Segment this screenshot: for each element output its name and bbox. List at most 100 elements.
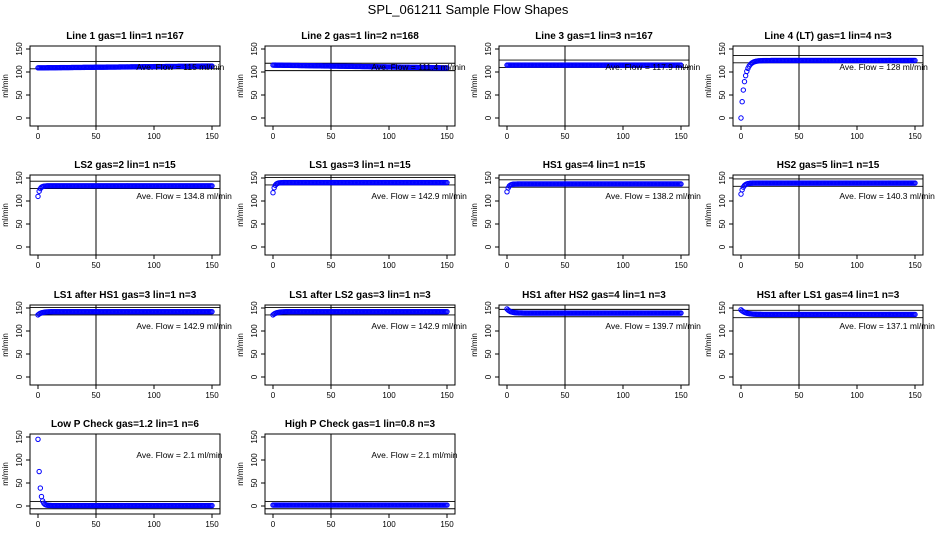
y-tick-label: 50 xyxy=(250,90,259,99)
x-tick-label: 100 xyxy=(382,132,396,141)
plot-title: Line 2 gas=1 lin=2 n=168 xyxy=(301,31,419,42)
x-tick-label: 0 xyxy=(505,132,510,141)
x-tick-label: 0 xyxy=(739,391,744,400)
data-point xyxy=(740,87,747,93)
x-tick-label: 50 xyxy=(327,520,336,529)
y-axis-label: ml/min xyxy=(704,203,713,227)
ave-flow-annotation: Ave. Flow = 134.8 ml/min xyxy=(136,191,232,201)
y-tick-label: 0 xyxy=(718,374,727,379)
plot-frame xyxy=(732,174,924,256)
y-axis-label: ml/min xyxy=(470,203,479,227)
x-tick-label: 150 xyxy=(440,520,454,529)
x-tick-label: 100 xyxy=(147,391,161,400)
x-tick-label: 0 xyxy=(505,391,510,400)
y-tick-label: 0 xyxy=(484,115,493,120)
y-tick-label: 0 xyxy=(718,115,727,120)
data-point xyxy=(739,99,745,105)
data-point xyxy=(912,311,918,318)
x-tick-label: 50 xyxy=(327,261,336,270)
panel-11: HS1 after HS2 gas=4 lin=1 n=3 ml/min 0 50 10… xyxy=(470,290,701,400)
y-axis-label: ml/min xyxy=(470,333,479,357)
x-tick-label: 50 xyxy=(92,391,101,400)
y-tick-label: 50 xyxy=(484,219,493,228)
y-tick-label: 0 xyxy=(718,244,727,249)
plot-frame xyxy=(29,174,221,256)
y-tick-label: 0 xyxy=(250,374,259,379)
data-point xyxy=(742,72,749,79)
plot-frame xyxy=(264,45,456,127)
x-tick-label: 150 xyxy=(674,391,688,400)
x-tick-label: 0 xyxy=(271,132,276,141)
y-tick-label: 50 xyxy=(250,478,259,487)
y-tick-label: 150 xyxy=(718,301,727,315)
ave-flow-annotation: Ave. Flow = 142.9 ml/min xyxy=(136,321,232,331)
x-tick-label: 150 xyxy=(205,391,219,400)
y-tick-label: 0 xyxy=(250,503,259,508)
x-tick-label: 100 xyxy=(382,520,396,529)
y-tick-label: 0 xyxy=(250,244,259,249)
x-tick-label: 50 xyxy=(561,391,570,400)
y-tick-label: 50 xyxy=(15,90,24,99)
panel-8: HS2 gas=5 lin=1 n=15 ml/min 0 50 100 150 0 50 10… xyxy=(704,160,935,270)
y-axis-label: ml/min xyxy=(1,462,10,486)
plot-title: LS2 gas=2 lin=1 n=15 xyxy=(74,160,176,171)
y-tick-label: 100 xyxy=(718,65,727,79)
data-point xyxy=(678,181,684,187)
y-tick-label: 50 xyxy=(718,349,727,358)
y-tick-label: 50 xyxy=(15,349,24,358)
y-axis-label: ml/min xyxy=(1,74,10,98)
data-point xyxy=(37,485,44,491)
panel-4: Line 4 (LT) gas=1 lin=4 n=3 ml/min 0 50 100 1… xyxy=(704,31,928,141)
x-tick-label: 50 xyxy=(561,261,570,270)
x-tick-label: 0 xyxy=(271,520,276,529)
data-point xyxy=(444,65,450,71)
panel-5: LS2 gas=2 lin=1 n=15 ml/min 0 50 100 150 0 50 10… xyxy=(1,160,232,270)
x-tick-label: 0 xyxy=(36,520,41,529)
y-tick-label: 150 xyxy=(718,171,727,185)
x-tick-label: 50 xyxy=(561,132,570,141)
ave-flow-annotation: Ave. Flow = 128 ml/min xyxy=(839,62,928,72)
x-tick-label: 150 xyxy=(674,261,688,270)
y-tick-label: 100 xyxy=(718,324,727,338)
x-tick-label: 150 xyxy=(440,261,454,270)
x-tick-label: 0 xyxy=(271,261,276,270)
ave-flow-annotation: Ave. Flow = 142.9 ml/min xyxy=(371,321,467,331)
x-tick-label: 0 xyxy=(739,261,744,270)
data-point xyxy=(209,308,215,315)
y-tick-label: 100 xyxy=(484,65,493,79)
y-axis-label: ml/min xyxy=(470,74,479,98)
ave-flow-annotation: Ave. Flow = 139.7 ml/min xyxy=(605,321,701,331)
y-tick-label: 150 xyxy=(250,430,259,444)
ave-flow-annotation: Ave. Flow = 111.4 ml/min xyxy=(371,62,466,72)
y-tick-label: 100 xyxy=(250,194,259,208)
x-tick-label: 100 xyxy=(382,391,396,400)
data-point xyxy=(739,187,745,193)
panel-2: Line 2 gas=1 lin=2 n=168 ml/min 0 50 100 150 0… xyxy=(236,31,466,141)
y-tick-label: 0 xyxy=(484,374,493,379)
plot-title: Line 4 (LT) gas=1 lin=4 n=3 xyxy=(764,31,892,42)
data-point xyxy=(744,68,750,75)
ave-flow-annotation: Ave. Flow = 115 ml/min xyxy=(136,62,224,72)
plot-title: HS1 after HS2 gas=4 lin=1 n=3 xyxy=(522,290,666,301)
plot-title: LS1 after HS1 gas=3 lin=1 n=3 xyxy=(54,290,197,301)
plot-title: HS1 after LS1 gas=4 lin=1 n=3 xyxy=(757,290,900,301)
x-tick-label: 50 xyxy=(92,520,101,529)
y-tick-label: 100 xyxy=(250,453,259,467)
x-tick-label: 100 xyxy=(850,132,864,141)
plot-title: Line 1 gas=1 lin=1 n=167 xyxy=(66,31,184,42)
data-point xyxy=(270,190,276,196)
x-tick-label: 150 xyxy=(908,261,922,270)
data-point xyxy=(912,180,918,186)
y-tick-label: 100 xyxy=(15,65,24,79)
y-tick-label: 0 xyxy=(250,115,259,120)
panel-7: HS1 gas=4 lin=1 n=15 ml/min 0 50 100 150 0 50 10… xyxy=(470,160,701,270)
x-tick-label: 100 xyxy=(616,132,630,141)
plot-frame xyxy=(732,45,924,127)
figure-title: SPL_061211 Sample Flow Shapes xyxy=(367,2,569,17)
y-tick-label: 50 xyxy=(484,90,493,99)
data-point xyxy=(444,502,450,508)
y-tick-label: 150 xyxy=(15,301,24,315)
y-axis-label: ml/min xyxy=(236,203,245,227)
y-tick-label: 100 xyxy=(250,65,259,79)
y-axis-label: ml/min xyxy=(1,333,10,357)
